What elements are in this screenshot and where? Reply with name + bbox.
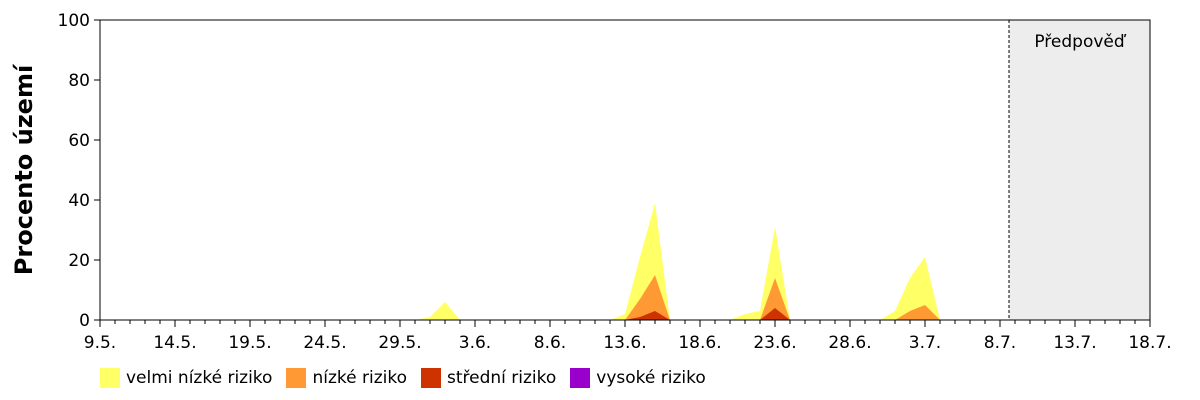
x-tick-label: 9.5. [84, 333, 116, 353]
x-tick-label: 19.5. [228, 333, 271, 353]
y-tick-label: 60 [68, 131, 90, 151]
area-series-0 [415, 203, 940, 320]
y-tick-label: 40 [68, 191, 90, 211]
x-tick-label: 14.5. [153, 333, 196, 353]
x-tick-label: 18.7. [1128, 333, 1171, 353]
legend-item-nizke: nízké riziko [286, 368, 407, 388]
forecast-region [1009, 20, 1150, 320]
x-tick-label: 8.6. [534, 333, 566, 353]
legend-swatch [570, 368, 591, 388]
legend-label: nízké riziko [312, 368, 407, 388]
x-tick-label: 24.5. [303, 333, 346, 353]
y-tick-label: 20 [68, 251, 90, 271]
x-tick-label: 18.6. [678, 333, 721, 353]
y-axis-label: Procento území [10, 63, 38, 275]
legend-item-velmi-nizke: velmi nízké riziko [100, 368, 272, 388]
x-tick-label: 29.5. [378, 333, 421, 353]
x-tick-label: 28.6. [828, 333, 871, 353]
legend-swatch [420, 368, 441, 388]
legend-item-stredni: střední riziko [420, 368, 557, 388]
plot-frame [99, 19, 1151, 321]
x-tick-label: 8.7. [984, 333, 1016, 353]
legend: velmi nízké riziko nízké riziko střední … [100, 368, 720, 388]
y-tick-label: 0 [79, 311, 90, 331]
y-tick-label: 100 [58, 11, 90, 31]
x-tick-label: 13.7. [1053, 333, 1096, 353]
x-tick-label: 13.6. [603, 333, 646, 353]
legend-item-vysoke: vysoké riziko [570, 368, 706, 388]
legend-label: velmi nízké riziko [126, 368, 273, 388]
x-tick-label: 3.6. [459, 333, 491, 353]
y-tick-label: 80 [68, 71, 90, 91]
legend-swatch [286, 368, 307, 388]
x-tick-label: 23.6. [753, 333, 796, 353]
legend-swatch [100, 368, 120, 388]
legend-label: vysoké riziko [596, 368, 706, 388]
forecast-label: Předpověď [1034, 32, 1127, 52]
x-tick-label: 3.7. [909, 333, 941, 353]
area-series-2 [625, 308, 790, 320]
legend-label: střední riziko [446, 368, 557, 388]
